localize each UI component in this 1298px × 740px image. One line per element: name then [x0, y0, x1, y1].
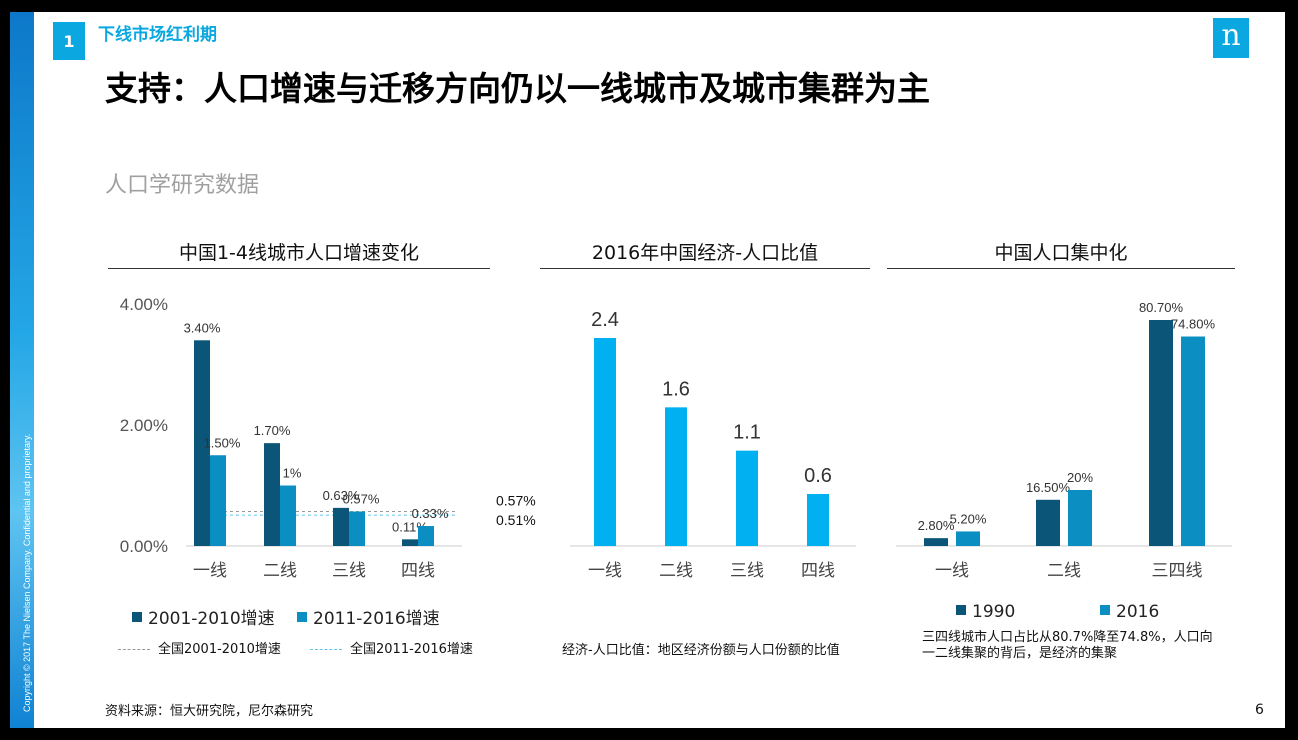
reference-line-label: 0.57% [496, 493, 536, 509]
chart2-svg: 2.4 一线 1.6 二线 1.1 三线 0.6 四线 [570, 309, 856, 580]
legend-label: 2011-2016增速 [313, 609, 440, 629]
data-label: 0.57% [343, 492, 380, 507]
chart1-legend-c: 全国2001-2010增速 [118, 638, 281, 657]
chart2-note: 经济-人口比值：地区经济份额与人口份额的比值 [562, 643, 840, 658]
legend-swatch-mid [1100, 605, 1110, 615]
x-tick-label: 三线 [332, 561, 366, 580]
chart1-title: 中国1-4线城市人口增速变化 [178, 242, 420, 264]
source-note: 资料来源：恒大研究院，尼尔森研究 [105, 704, 314, 719]
x-tick-label: 二线 [659, 561, 693, 580]
chart3-svg: 2.80%5.20% 一线 16.50%20% 二线 80.70% 74.80% 三四线 [896, 300, 1232, 580]
chart3-legend-a: 1990 [956, 602, 1015, 622]
chart2-title: 2016年中国经济-人口比值 [591, 242, 819, 264]
data-label: 74.80% [1171, 317, 1216, 332]
reference-line-label: 0.51% [496, 512, 536, 528]
x-tick-label: 一线 [588, 561, 622, 580]
bar [194, 340, 210, 546]
legend-label: 1990 [972, 602, 1016, 622]
chart3-note: 三四线城市人口占比从80.7%降至74.8%，人口向 一二线集聚的背后，是经济的… [922, 630, 1213, 662]
data-label: 1.6 [662, 378, 690, 400]
y-tick-label: 4.00% [120, 295, 168, 314]
x-tick-label: 四线 [801, 561, 835, 580]
chart3-note-line2: 一二线集聚的背后，是经济的集聚 [922, 646, 1118, 661]
legend-label: 全国2001-2010增速 [158, 642, 281, 657]
data-label: 2.80% [918, 518, 955, 533]
x-tick-label: 二线 [263, 561, 297, 580]
bar [956, 531, 980, 546]
bar [807, 494, 829, 546]
page-title: 支持：人口增速与迁移方向仍以一线城市及城市集群为主 [105, 69, 930, 108]
data-label: 80.70% [1139, 300, 1184, 315]
nielsen-logo: n [1213, 18, 1249, 58]
bar [402, 539, 418, 546]
page-number: 6 [1255, 702, 1264, 718]
x-tick-label: 三四线 [1152, 561, 1203, 580]
legend-label: 全国2011-2016增速 [350, 642, 473, 657]
data-label: 1.70% [254, 423, 291, 438]
chart1-svg: 4.00% 2.00% 0.00% 0.57% 0.51% 3.40% 1.50% 一线 1.7… [120, 295, 536, 580]
section-number: 1 [53, 22, 85, 60]
x-tick-label: 一线 [193, 561, 227, 580]
data-label: 0.63% [323, 488, 360, 503]
page-subtitle: 人口学研究数据 [105, 173, 260, 198]
x-tick-label: 一线 [935, 561, 969, 580]
data-label: 1.50% [204, 435, 241, 450]
chart3-legend-b: 2016 [1100, 602, 1159, 622]
x-tick-label: 三线 [730, 561, 764, 580]
legend-dash-gray [118, 649, 150, 650]
data-label: 2.4 [591, 309, 619, 331]
bar [349, 511, 365, 546]
chart1-rule [108, 268, 490, 269]
x-tick-label: 四线 [401, 561, 435, 580]
copyright-text: Copyright © 2017 The Nielsen Company. Co… [22, 433, 32, 712]
bar [1036, 499, 1060, 546]
data-label: 20% [1067, 470, 1093, 485]
legend-label: 2001-2010增速 [148, 609, 275, 629]
chart3-note-line1: 三四线城市人口占比从80.7%降至74.8%，人口向 [922, 630, 1213, 645]
bar [924, 538, 948, 546]
data-label: 16.50% [1026, 480, 1071, 495]
data-label: 0.33% [412, 506, 449, 521]
data-label: 0.6 [804, 465, 832, 487]
bar [210, 455, 226, 546]
bar [736, 450, 758, 546]
bar [264, 443, 280, 546]
data-label: 5.20% [950, 511, 987, 526]
x-tick-label: 二线 [1047, 561, 1081, 580]
legend-swatch-dark [132, 612, 142, 622]
data-label: 1% [283, 466, 302, 481]
bar [665, 407, 687, 546]
bar [280, 485, 296, 546]
data-label: 3.40% [184, 320, 221, 335]
bar [418, 526, 434, 546]
chart1-legend-a: 2001-2010增速 [132, 604, 275, 629]
legend-swatch-mid [297, 612, 307, 622]
y-tick-label: 2.00% [120, 416, 168, 435]
legend-label: 2016 [1116, 602, 1160, 622]
chart1-legend-d: 全国2011-2016增速 [310, 638, 473, 657]
bar [1149, 320, 1173, 546]
section-title: 下线市场红利期 [98, 25, 217, 45]
bar [333, 507, 349, 546]
chart3-title: 中国人口集中化 [994, 242, 1128, 264]
bar [1068, 489, 1092, 546]
legend-swatch-dark [956, 605, 966, 615]
bar [594, 338, 616, 546]
chart3-rule [887, 268, 1235, 269]
chart2-rule [540, 268, 870, 269]
bar [1181, 336, 1205, 546]
legend-dash-blue [310, 649, 342, 650]
chart1-legend-b: 2011-2016增速 [297, 604, 440, 629]
slide: Copyright © 2017 The Nielsen Company. Co… [10, 12, 1285, 728]
y-tick-label: 0.00% [120, 537, 168, 556]
data-label: 1.1 [733, 422, 761, 444]
side-strip: Copyright © 2017 The Nielsen Company. Co… [10, 12, 34, 728]
